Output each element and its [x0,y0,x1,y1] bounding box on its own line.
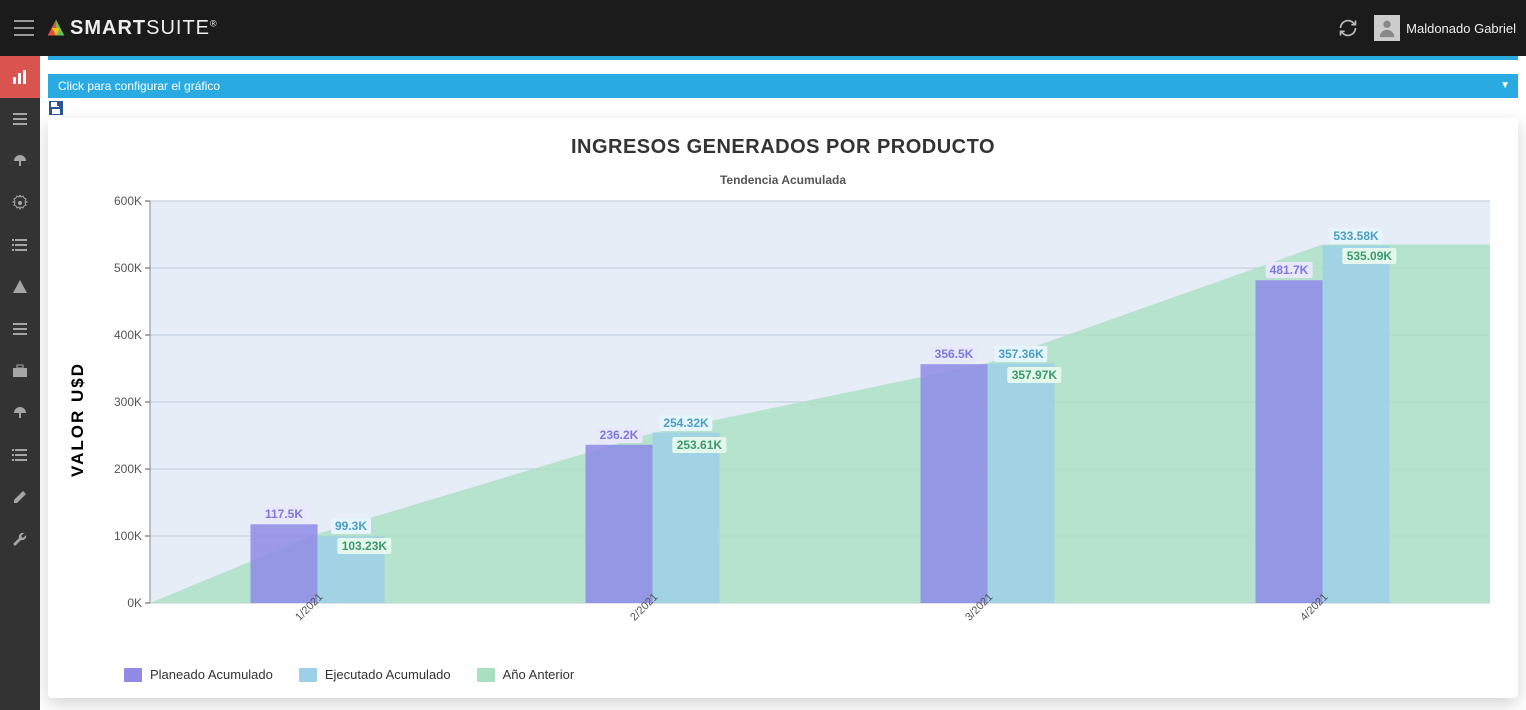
chart-legend: Planeado Acumulado Ejecutado Acumulado A… [66,645,1500,686]
configure-chart-label: Click para configurar el gráfico [58,79,220,93]
sidebar-item-edit[interactable] [0,476,40,518]
topbar: SMARTSUITE® Maldonado Gabriel [0,0,1526,56]
svg-text:200K: 200K [114,462,142,476]
sidebar-item-list[interactable] [0,98,40,140]
refresh-icon [1338,18,1358,38]
value-badge: 535.09K [1343,248,1396,264]
user-menu[interactable]: Maldonado Gabriel [1368,15,1522,41]
value-badge: 357.97K [1008,367,1061,383]
save-button[interactable] [48,100,64,116]
sidebar-item-tools[interactable] [0,518,40,560]
sidebar-item-charts[interactable] [0,56,40,98]
sidebar-item-list2[interactable] [0,224,40,266]
svg-text:500K: 500K [114,261,142,275]
value-badge: 481.7K [1266,262,1313,278]
sidebar-item-list3[interactable] [0,308,40,350]
sidebar-item-dashboard2[interactable] [0,392,40,434]
value-badge: 254.32K [659,415,712,431]
configure-chart-bar[interactable]: Click para configurar el gráfico ▼ [48,74,1518,98]
svg-text:300K: 300K [114,395,142,409]
sidebar-item-list4[interactable] [0,434,40,476]
svg-text:400K: 400K [114,328,142,342]
value-badge: 236.2K [596,427,643,443]
brand-logo: SMARTSUITE® [46,17,218,40]
value-badge: 117.5K [261,506,307,522]
y-axis-label: VALOR U$D [66,195,90,645]
svg-text:600K: 600K [114,195,142,208]
sidebar-item-briefcase[interactable] [0,350,40,392]
value-badge: 357.36K [994,346,1047,362]
chart-plot[interactable]: 0K 100K 200K 300K 400K 500K 600K 117.5K 99.3K 103… [90,195,1500,645]
sidebar-item-dashboard[interactable] [0,140,40,182]
logo-triangle-icon [46,18,66,38]
legend-planeado[interactable]: Planeado Acumulado [124,667,273,682]
refresh-button[interactable] [1328,8,1368,48]
sidebar-item-alerts[interactable] [0,266,40,308]
value-badge: 533.58K [1329,228,1382,244]
value-badge: 99.3K [331,518,371,534]
sidebar-item-settings[interactable] [0,182,40,224]
value-badge: 103.23K [338,538,391,554]
value-badge: 253.61K [673,437,726,453]
svg-text:100K: 100K [114,529,142,543]
accent-strip [48,56,1518,60]
svg-text:0K: 0K [127,596,142,610]
main-panel: Click para configurar el gráfico ▼ INGRE… [40,56,1526,710]
legend-ejecutado[interactable]: Ejecutado Acumulado [299,667,451,682]
brand-text: SMARTSUITE® [70,17,218,40]
chart-title: INGRESOS GENERADOS POR PRODUCTO [66,136,1500,159]
hamburger-button[interactable] [4,0,44,56]
avatar-icon [1374,15,1400,41]
chevron-down-icon: ▼ [1500,80,1510,91]
value-badge: 356.5K [931,346,978,362]
sidebar [0,56,40,710]
chart-subtitle: Tendencia Acumulada [66,173,1500,187]
chart-card: INGRESOS GENERADOS POR PRODUCTO Tendenci… [48,118,1518,698]
user-name: Maldonado Gabriel [1406,21,1516,36]
legend-anterior[interactable]: Año Anterior [477,667,575,682]
